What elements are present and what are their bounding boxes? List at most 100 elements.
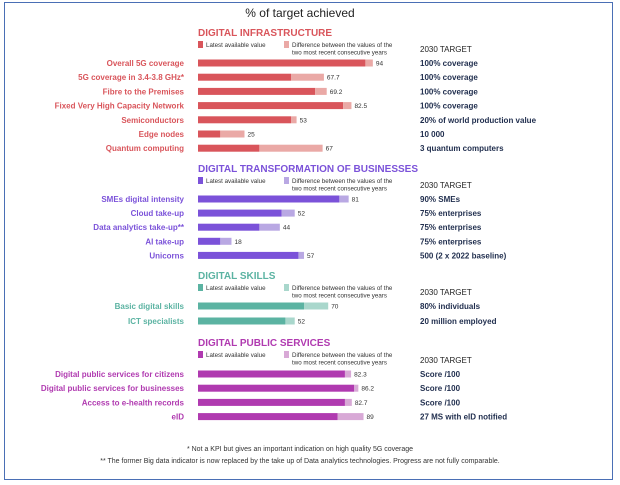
section-title: DIGITAL SKILLS <box>198 271 276 282</box>
bar-difference <box>354 384 359 392</box>
row-label: Cloud take-up <box>131 209 184 218</box>
section-digital-infrastructure: DIGITAL INFRASTRUCTURE Latest available v… <box>55 28 537 153</box>
bar-difference <box>343 102 352 110</box>
bar-value-label: 82.5 <box>354 103 367 110</box>
row-label: Unicorns <box>149 251 184 260</box>
legend-diff-label: Difference between the values of the two … <box>292 178 393 193</box>
bar-latest <box>198 116 291 124</box>
row-label: ICT specialists <box>128 317 185 326</box>
target-header: 2030 TARGET <box>420 356 472 365</box>
row-label: SMEs digital intensity <box>101 195 184 204</box>
bar-latest <box>198 195 340 203</box>
legend-latest-swatch <box>198 284 203 291</box>
row-label: Digital public services for citizens <box>55 370 184 379</box>
bar-value-label: 94 <box>376 61 384 68</box>
row-target: 90% SMEs <box>420 195 461 204</box>
bar-value-label: 67.7 <box>327 75 340 82</box>
legend-diff-label: Difference between the values of the two … <box>292 352 393 367</box>
legend-latest-label: Latest available value <box>206 285 266 292</box>
bar-difference <box>337 413 364 421</box>
row-target: 100% coverage <box>420 73 478 82</box>
row-target: 500 (2 x 2022 baseline) <box>420 251 507 260</box>
bar-difference <box>365 59 373 67</box>
row-label: Digital public services for businesses <box>41 384 185 393</box>
row-target: 3 quantum computers <box>420 144 504 153</box>
bar-latest <box>198 59 366 67</box>
row-target: 75% enterprises <box>420 209 482 218</box>
bar-latest <box>198 102 344 110</box>
bar-value-label: 67 <box>326 146 334 153</box>
bar-difference <box>285 317 295 325</box>
row-label: Fibre to the Premises <box>103 87 185 96</box>
bar-latest <box>198 317 286 325</box>
bar-difference <box>259 223 280 231</box>
row-label: Edge nodes <box>139 130 185 139</box>
row-target: 10 000 <box>420 130 445 139</box>
row-target: 80% individuals <box>420 302 481 311</box>
bar-difference <box>304 302 329 310</box>
row-label: Fixed Very High Capacity Network <box>55 102 185 111</box>
section-digital-skills: DIGITAL SKILLS Latest available value Diff… <box>115 271 497 326</box>
legend-diff-swatch <box>284 177 289 184</box>
row-target: 27 MS with eID notified <box>420 413 507 422</box>
footnote-data-analytics: ** The former Big data indicator is now … <box>100 458 500 465</box>
bar-difference <box>281 209 295 217</box>
legend-diff-swatch <box>284 41 289 48</box>
row-label: Overall 5G coverage <box>107 59 185 68</box>
footnote-5g: * Not a KPI but gives an important indic… <box>187 446 413 453</box>
bar-value-label: 25 <box>248 132 256 139</box>
target-header: 2030 TARGET <box>420 45 472 54</box>
bar-latest <box>198 237 221 245</box>
legend-diff-label: Difference between the values of the two … <box>292 285 393 300</box>
row-target: 100% coverage <box>420 102 478 111</box>
bar-value-label: 69.2 <box>330 89 343 96</box>
bar-difference <box>220 237 232 245</box>
row-target: Score /100 <box>420 384 461 393</box>
bar-value-label: 89 <box>367 414 375 421</box>
row-target: 100% coverage <box>420 59 478 68</box>
bar-latest <box>198 144 260 152</box>
section-title: DIGITAL INFRASTRUCTURE <box>198 28 332 39</box>
section-digital-public-services: DIGITAL PUBLIC SERVICES Latest available … <box>41 338 507 422</box>
row-target: 20% of world production value <box>420 116 537 125</box>
section-digital-transformation-of-businesses: DIGITAL TRANSFORMATION OF BUSINESSES Late… <box>93 164 506 260</box>
legend-latest-swatch <box>198 351 203 358</box>
legend-diff-label: Difference between the values of the two … <box>292 42 393 57</box>
bar-latest <box>198 398 345 406</box>
row-target: Score /100 <box>420 398 461 407</box>
bar-value-label: 52 <box>298 319 306 326</box>
bar-difference <box>259 144 323 152</box>
legend-latest-label: Latest available value <box>206 42 266 49</box>
bar-value-label: 82.3 <box>354 372 367 379</box>
bar-latest <box>198 370 345 378</box>
row-label: Basic digital skills <box>115 302 185 311</box>
row-label: AI take-up <box>145 237 184 246</box>
bar-difference <box>291 116 297 124</box>
bar-value-label: 57 <box>307 253 315 260</box>
section-title: DIGITAL PUBLIC SERVICES <box>198 338 331 349</box>
bar-value-label: 52 <box>298 211 306 218</box>
bar-latest <box>198 130 221 138</box>
row-label: Semiconductors <box>121 116 184 125</box>
bar-value-label: 82.7 <box>355 400 368 407</box>
bar-difference <box>315 87 327 95</box>
legend-latest-label: Latest available value <box>206 178 266 185</box>
row-target: Score /100 <box>420 370 461 379</box>
legend-diff-swatch <box>284 284 289 291</box>
legend-latest-swatch <box>198 177 203 184</box>
bar-difference <box>220 130 245 138</box>
row-label: Quantum computing <box>106 144 184 153</box>
bar-latest <box>198 251 299 259</box>
row-target: 75% enterprises <box>420 223 482 232</box>
bar-latest <box>198 87 316 95</box>
bar-difference <box>344 370 352 378</box>
bar-value-label: 70 <box>331 304 339 311</box>
bar-value-label: 53 <box>300 117 308 124</box>
bar-latest <box>198 223 260 231</box>
row-label: eID <box>172 413 185 422</box>
bar-value-label: 18 <box>234 239 242 246</box>
row-label: Access to e-health records <box>82 398 185 407</box>
row-label: Data analytics take-up** <box>93 223 185 232</box>
chart-frame <box>4 2 613 480</box>
